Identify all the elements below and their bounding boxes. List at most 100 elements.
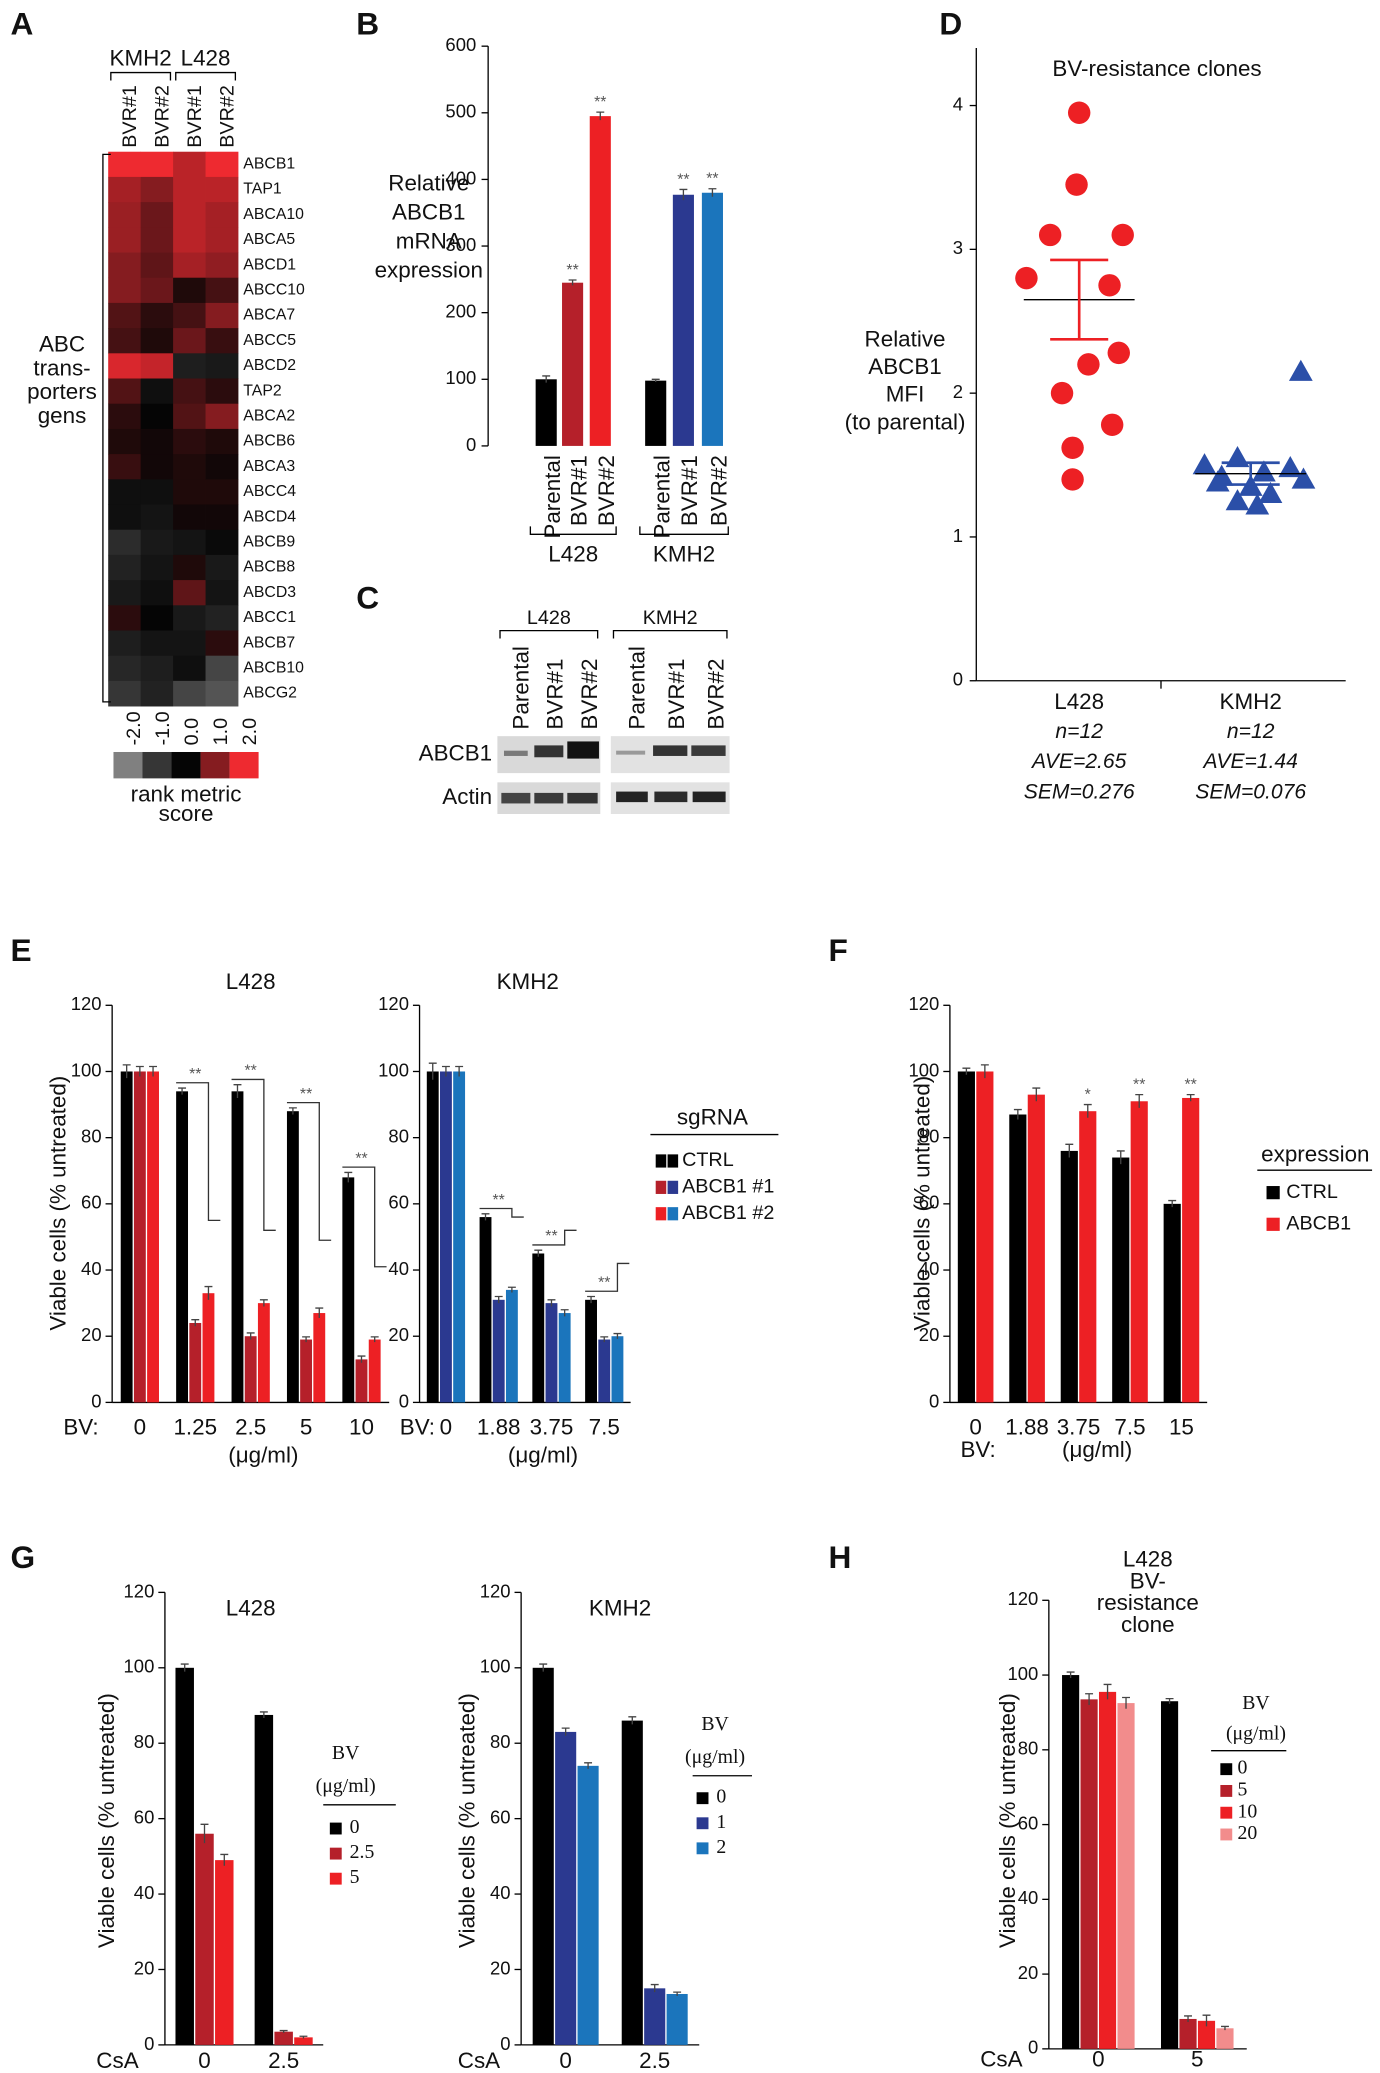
error-bar xyxy=(370,1336,379,1343)
heatmap-cell xyxy=(108,252,142,279)
y-tick-label: 80 xyxy=(490,1731,511,1752)
y-tick-label: 80 xyxy=(134,1731,155,1752)
bar xyxy=(1062,1675,1080,2049)
error-bar xyxy=(220,1853,229,1866)
point xyxy=(1252,460,1276,482)
bar xyxy=(577,1765,599,2045)
bar xyxy=(215,1860,234,2045)
point xyxy=(1100,413,1124,436)
y-tick-label: 120 xyxy=(1007,1588,1038,1609)
heatmap-cell xyxy=(140,554,174,581)
y-tick-label: 0 xyxy=(91,1390,101,1411)
row-label: ABCA7 xyxy=(243,307,295,324)
heatmap-cell xyxy=(140,504,174,531)
error-bar xyxy=(708,188,717,197)
x-tick-label: Parental xyxy=(540,455,565,538)
y-axis-label: Viable cells (% untreated) xyxy=(995,1693,1020,1948)
legend-swatch xyxy=(329,1872,342,1885)
significance: ** xyxy=(545,1228,557,1245)
significance-bracket xyxy=(532,1229,577,1246)
bar xyxy=(621,1720,643,2045)
y-axis-label: Viable cells (% untreated) xyxy=(909,1076,934,1331)
sem-bar xyxy=(1221,461,1280,486)
x-tick-label: 3.75 xyxy=(530,1415,574,1440)
legend-title: (μg/ml) xyxy=(1226,1722,1286,1744)
y-tick-label: 120 xyxy=(378,993,409,1014)
y-tick-label: 500 xyxy=(445,101,476,122)
blot-band xyxy=(501,792,531,804)
blot-band xyxy=(654,791,688,803)
y-axis-label: (to parental) xyxy=(845,409,966,434)
heatmap-cell xyxy=(108,227,142,253)
legend-label: ABCB1 #1 xyxy=(682,1176,774,1198)
y-tick-label: 200 xyxy=(445,301,476,322)
y-tick-label: 1 xyxy=(953,525,963,546)
y-tick-label: 20 xyxy=(134,1957,155,1978)
row-label: ABCC4 xyxy=(243,483,296,500)
y-tick-label: 80 xyxy=(388,1126,409,1147)
y-axis-label: ABCB1 xyxy=(868,354,941,379)
legend-label: ABCB1 xyxy=(1286,1213,1351,1235)
heatmap-cell xyxy=(140,454,174,480)
error-bar xyxy=(279,2029,288,2033)
y-tick-label: 40 xyxy=(490,1882,511,1903)
heatmap-cell xyxy=(205,479,239,505)
error-bar xyxy=(302,1336,311,1343)
error-bar xyxy=(1065,1143,1074,1158)
legend-swatch xyxy=(667,1207,679,1221)
error-bar xyxy=(299,2035,308,2039)
bar xyxy=(555,1731,577,2045)
heatmap-cell xyxy=(108,151,142,178)
bar xyxy=(1009,1114,1027,1403)
legend-swatch xyxy=(696,1842,709,1855)
heatmap-cell xyxy=(108,630,142,657)
blot-band xyxy=(503,750,528,756)
subplot-title: KMH2 xyxy=(497,969,559,994)
heatmap-cell xyxy=(173,252,206,279)
y-axis-label: MFI xyxy=(886,382,925,407)
error-bar xyxy=(428,1062,437,1080)
x-axis-label: CsA xyxy=(96,2048,138,2073)
y-tick-label: 100 xyxy=(1007,1663,1038,1684)
panel-letter: B xyxy=(356,6,379,42)
legend-title: (μg/ml) xyxy=(685,1746,745,1768)
error-bar xyxy=(204,1285,213,1300)
legend-label: 5 xyxy=(1238,1778,1248,1800)
colorbar-tick-label: 2.0 xyxy=(239,718,261,745)
x-tick-label: 5 xyxy=(300,1415,312,1440)
legend-title: (μg/ml) xyxy=(316,1775,376,1797)
heatmap-cell xyxy=(140,151,174,178)
y-tick-label: 100 xyxy=(909,1059,940,1080)
heatmap-cell xyxy=(108,353,142,379)
x-tick-label: 0 xyxy=(559,2048,571,2073)
y-tick-label: 2 xyxy=(953,381,963,402)
heatmap-cell xyxy=(205,378,239,405)
colorbar-cell xyxy=(200,751,230,779)
row-label: ABCC10 xyxy=(243,281,305,298)
x-tick-label: 0 xyxy=(198,2048,210,2073)
bar xyxy=(1027,1094,1045,1403)
error-bar xyxy=(149,1065,158,1077)
legend-swatch xyxy=(667,1154,679,1168)
blot-band xyxy=(534,745,564,758)
y-axis-label: Relative xyxy=(865,326,946,351)
y-axis-label: ABCB1 xyxy=(392,200,465,225)
heatmap-cell xyxy=(108,680,142,707)
error-bar xyxy=(561,1727,570,1736)
subplot-title: clone xyxy=(1121,1612,1175,1637)
x-tick-label: 3.75 xyxy=(1057,1415,1101,1440)
significance: ** xyxy=(355,1150,367,1167)
legend-swatch xyxy=(655,1154,667,1168)
heatmap-cell xyxy=(173,277,206,304)
bar xyxy=(231,1091,244,1403)
heatmap-cell xyxy=(140,655,174,682)
significance: ** xyxy=(598,1275,610,1292)
bar xyxy=(1216,2028,1234,2049)
significance: ** xyxy=(566,262,578,279)
legend-swatch xyxy=(1266,1186,1280,1200)
colorbar-tick-label: -1.0 xyxy=(152,711,174,745)
significance: * xyxy=(1085,1087,1091,1104)
y-tick-label: 0 xyxy=(500,2033,510,2054)
legend-label: 1 xyxy=(716,1811,726,1833)
legend-swatch xyxy=(1220,1763,1233,1776)
